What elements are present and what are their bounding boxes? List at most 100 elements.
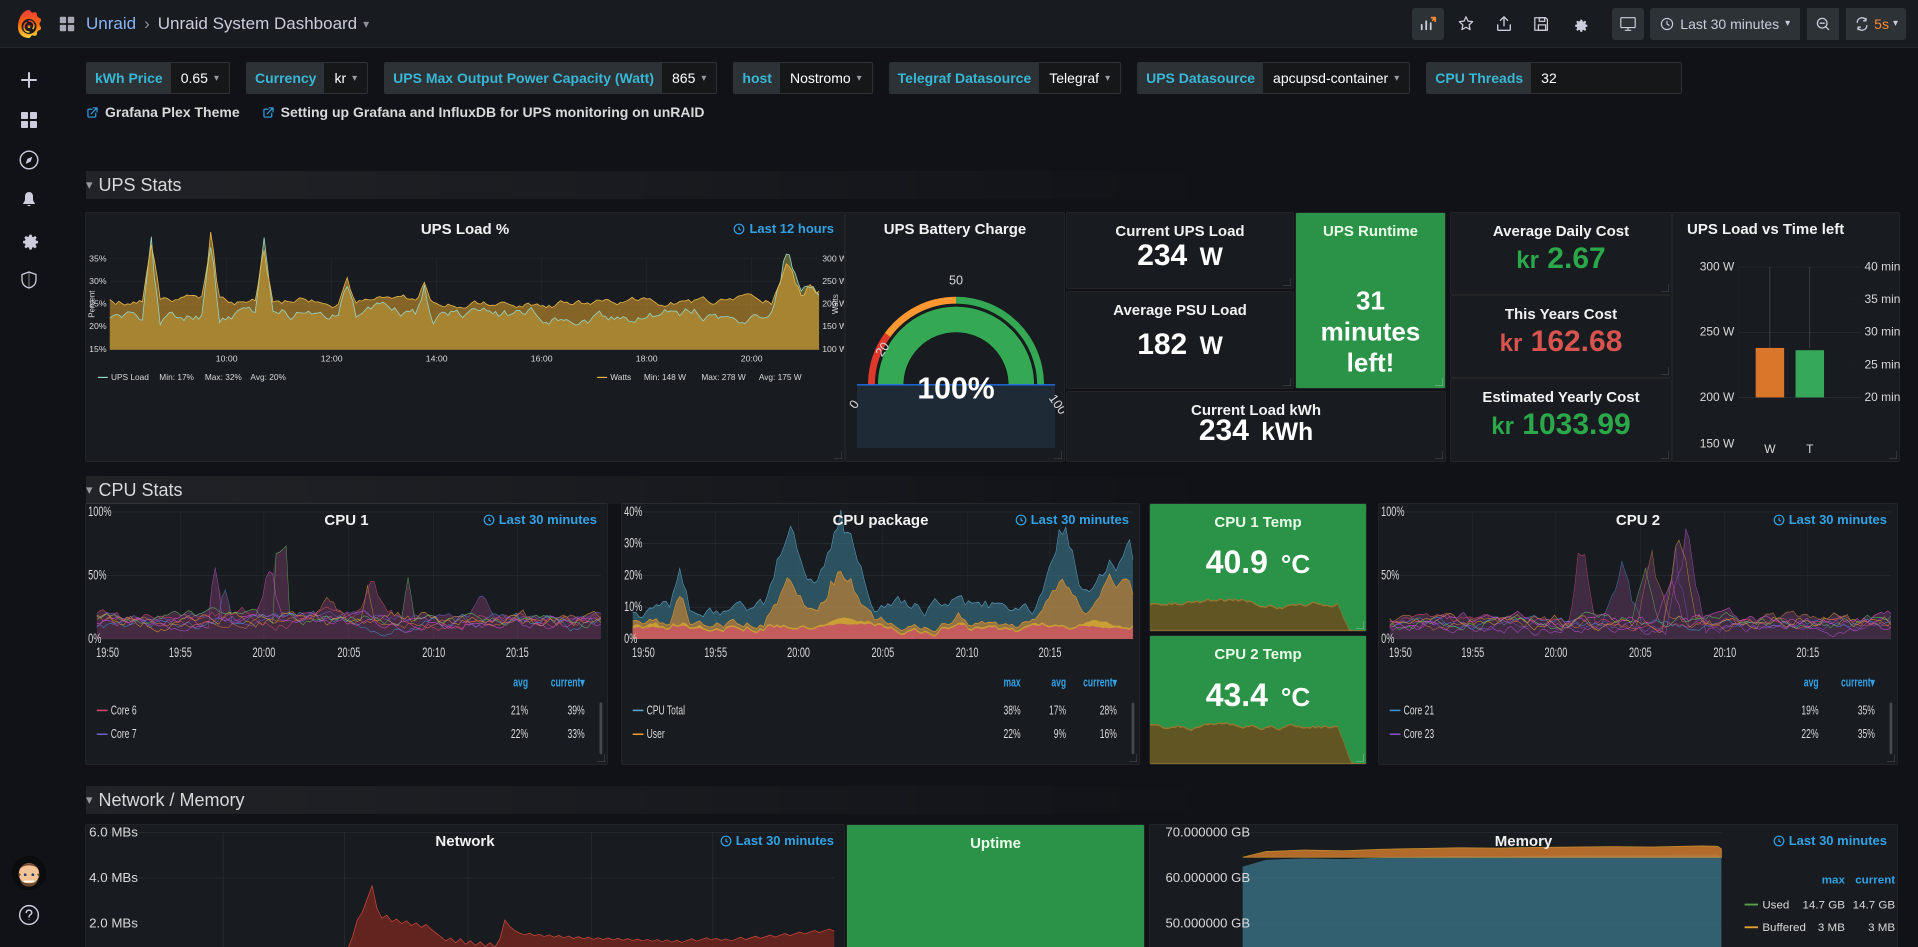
svg-text:17%: 17% <box>1049 704 1066 718</box>
svg-text:35%: 35% <box>1858 704 1875 718</box>
svg-text:Max: 32%: Max: 32% <box>205 372 243 382</box>
svg-text:Core 23: Core 23 <box>1404 728 1434 742</box>
svg-text:16%: 16% <box>1100 728 1117 742</box>
svg-text:35%: 35% <box>1858 728 1875 742</box>
svg-text:W: W <box>1764 442 1776 456</box>
svg-text:CPU Total: CPU Total <box>647 704 685 718</box>
svg-text:avg: avg <box>1804 676 1819 690</box>
svg-text:30 min: 30 min <box>1865 325 1901 339</box>
svg-text:20:00: 20:00 <box>741 354 763 364</box>
svg-text:20:15: 20:15 <box>506 646 529 660</box>
svg-text:19:50: 19:50 <box>96 646 119 660</box>
svg-text:200 W: 200 W <box>1700 390 1735 404</box>
svg-text:20:15: 20:15 <box>1039 646 1062 660</box>
svg-text:6.0 MBs: 6.0 MBs <box>89 825 138 839</box>
svg-text:20:05: 20:05 <box>1629 646 1652 660</box>
svg-text:20:10: 20:10 <box>956 646 979 660</box>
svg-text:current▾: current▾ <box>1083 676 1117 690</box>
svg-text:250 W: 250 W <box>1700 325 1735 339</box>
svg-text:19:50: 19:50 <box>1389 646 1412 660</box>
svg-text:Min: 17%: Min: 17% <box>159 372 194 382</box>
svg-text:Max: 278 W: Max: 278 W <box>701 372 746 382</box>
svg-text:Used: Used <box>1762 899 1789 911</box>
svg-text:33%: 33% <box>567 728 585 742</box>
svg-text:avg: avg <box>1051 676 1066 690</box>
svg-text:39%: 39% <box>567 704 585 718</box>
svg-text:0%: 0% <box>1381 632 1394 646</box>
svg-text:40 min: 40 min <box>1865 259 1901 273</box>
svg-text:max: max <box>1822 875 1846 887</box>
svg-text:15%: 15% <box>89 344 107 354</box>
svg-text:19:55: 19:55 <box>1461 646 1484 660</box>
svg-text:28%: 28% <box>1100 704 1117 718</box>
svg-text:21%: 21% <box>511 704 529 718</box>
svg-text:20%: 20% <box>89 321 107 331</box>
svg-text:18:00: 18:00 <box>636 354 658 364</box>
svg-text:Watts: Watts <box>831 294 840 314</box>
svg-text:Watts: Watts <box>610 372 631 382</box>
svg-text:9%: 9% <box>1054 728 1067 742</box>
svg-text:T: T <box>1806 442 1814 456</box>
svg-text:14:00: 14:00 <box>426 354 448 364</box>
svg-text:Min: 148 W: Min: 148 W <box>644 372 686 382</box>
svg-text:30%: 30% <box>624 537 642 551</box>
svg-text:300 W: 300 W <box>1700 259 1735 273</box>
svg-text:20:10: 20:10 <box>1713 646 1736 660</box>
svg-text:50%: 50% <box>88 569 106 583</box>
svg-text:70.000000 GB: 70.000000 GB <box>1165 825 1250 839</box>
svg-text:10:00: 10:00 <box>216 354 238 364</box>
svg-text:20:00: 20:00 <box>252 646 275 660</box>
svg-text:20:00: 20:00 <box>787 646 810 660</box>
svg-text:20:00: 20:00 <box>1545 646 1568 660</box>
svg-text:20%: 20% <box>624 569 642 583</box>
svg-text:3 MB: 3 MB <box>1868 922 1895 934</box>
svg-text:User: User <box>647 728 665 742</box>
svg-text:Core 21: Core 21 <box>1404 704 1434 718</box>
svg-text:300 W: 300 W <box>822 253 845 263</box>
svg-text:35%: 35% <box>89 253 107 263</box>
svg-text:38%: 38% <box>1003 704 1020 718</box>
svg-text:Core 6: Core 6 <box>111 704 137 718</box>
svg-text:150 W: 150 W <box>822 321 845 331</box>
svg-text:max: max <box>1003 676 1020 690</box>
svg-text:19:50: 19:50 <box>632 646 655 660</box>
svg-text:20:10: 20:10 <box>422 646 445 660</box>
svg-text:Avg: 20%: Avg: 20% <box>250 372 286 382</box>
svg-text:0%: 0% <box>88 632 101 646</box>
svg-text:20:05: 20:05 <box>337 646 360 660</box>
svg-text:100%: 100% <box>917 373 994 406</box>
svg-text:14.7 GB: 14.7 GB <box>1853 899 1896 911</box>
svg-text:22%: 22% <box>1801 728 1818 742</box>
svg-text:Percent: Percent <box>88 290 97 318</box>
svg-text:100 W: 100 W <box>822 344 845 354</box>
svg-text:Avg: 175 W: Avg: 175 W <box>759 372 802 382</box>
svg-text:16:00: 16:00 <box>531 354 553 364</box>
svg-text:25 min: 25 min <box>1865 357 1901 371</box>
svg-text:20 min: 20 min <box>1865 390 1901 404</box>
svg-text:Buffered: Buffered <box>1762 922 1806 934</box>
svg-text:avg: avg <box>513 676 528 690</box>
svg-text:50: 50 <box>949 273 963 287</box>
svg-text:19:55: 19:55 <box>704 646 727 660</box>
svg-text:150 W: 150 W <box>1700 436 1735 450</box>
svg-text:current▾: current▾ <box>1841 676 1875 690</box>
svg-text:100%: 100% <box>88 505 111 519</box>
svg-text:22%: 22% <box>511 728 529 742</box>
svg-text:14.7 GB: 14.7 GB <box>1802 899 1845 911</box>
svg-text:20:15: 20:15 <box>1796 646 1819 660</box>
svg-text:current▾: current▾ <box>551 676 585 690</box>
svg-text:22%: 22% <box>1003 728 1020 742</box>
svg-text:0%: 0% <box>624 632 637 646</box>
svg-text:19:55: 19:55 <box>169 646 192 660</box>
svg-text:19%: 19% <box>1801 704 1818 718</box>
svg-text:100%: 100% <box>1381 505 1404 519</box>
svg-text:250 W: 250 W <box>822 276 845 286</box>
svg-text:50.000000 GB: 50.000000 GB <box>1165 915 1250 930</box>
svg-text:3 MB: 3 MB <box>1818 922 1845 934</box>
svg-text:60.000000 GB: 60.000000 GB <box>1165 870 1250 885</box>
svg-text:2.0 MBs: 2.0 MBs <box>89 915 138 930</box>
svg-text:40%: 40% <box>624 505 642 519</box>
svg-text:30%: 30% <box>89 276 107 286</box>
svg-text:50%: 50% <box>1381 569 1399 583</box>
svg-text:4.0 MBs: 4.0 MBs <box>89 870 138 885</box>
